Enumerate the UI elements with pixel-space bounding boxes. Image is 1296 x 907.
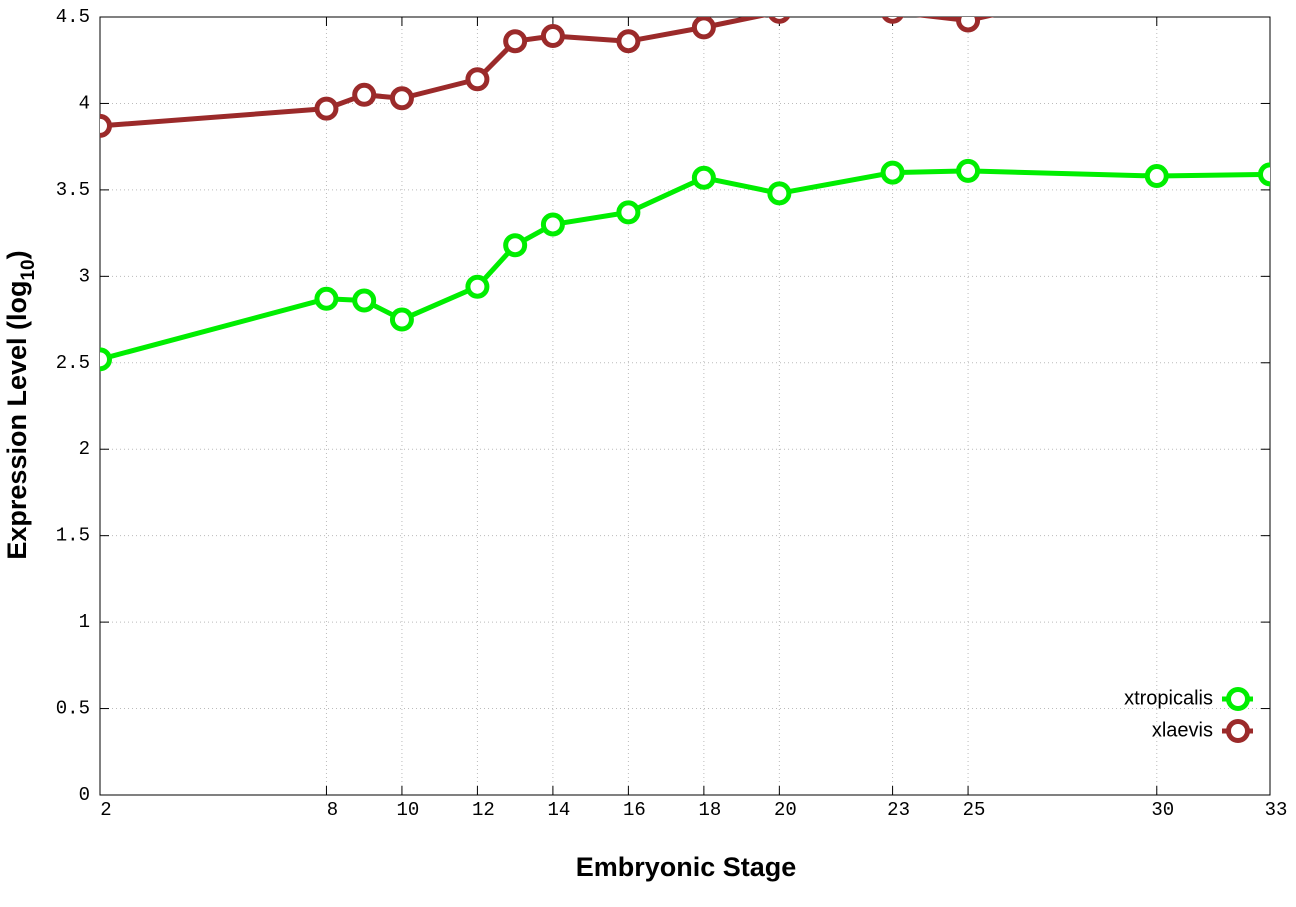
point <box>389 307 414 332</box>
x-tick-label: 16 <box>623 799 646 821</box>
point <box>352 288 377 313</box>
series-line <box>100 168 1270 362</box>
point <box>691 165 716 190</box>
point <box>503 233 528 258</box>
point <box>314 286 339 311</box>
x-tick-label: 33 <box>1265 799 1288 821</box>
point <box>540 212 565 237</box>
point <box>768 17 791 24</box>
y-tick-label: 4.5 <box>56 6 90 28</box>
legend-label: xlaevis <box>1152 719 1213 741</box>
y-tick-label: 1 <box>79 611 90 633</box>
point <box>100 113 112 138</box>
x-tick-label: 8 <box>327 799 338 821</box>
legend-swatch-marker <box>1226 687 1250 711</box>
point <box>1258 162 1270 187</box>
point <box>465 274 490 299</box>
point <box>881 17 904 24</box>
point <box>691 17 716 40</box>
y-axis-label-text: Expression Level (log <box>2 281 32 560</box>
point <box>767 181 792 206</box>
y-tick-label: 4 <box>79 92 90 114</box>
x-tick-label: 12 <box>472 799 495 821</box>
point <box>100 347 112 372</box>
y-axis-label: Expression Level (log10) <box>2 250 39 559</box>
x-axis-label: Embryonic Stage <box>576 852 797 882</box>
point <box>352 82 377 107</box>
point <box>956 158 981 183</box>
x-tick-label: 30 <box>1151 799 1174 821</box>
y-axis-label-sub: 10 <box>18 259 39 280</box>
y-axis-label-end: ) <box>2 250 32 259</box>
point <box>389 86 414 111</box>
legend-swatch-marker <box>1226 719 1250 743</box>
y-tick-label: 3.5 <box>56 179 90 201</box>
point <box>1144 164 1169 189</box>
series-line <box>100 17 995 129</box>
y-tick-label: 0.5 <box>56 698 90 720</box>
legend-label: xtropicalis <box>1124 687 1213 709</box>
point <box>314 96 339 121</box>
point <box>503 29 528 54</box>
point <box>616 29 641 54</box>
x-tick-label: 2 <box>100 799 111 821</box>
point <box>956 17 981 33</box>
x-tick-label: 14 <box>547 799 570 821</box>
point <box>880 160 905 185</box>
y-tick-label: 2.5 <box>56 352 90 374</box>
point <box>616 200 641 225</box>
y-tick-label: 2 <box>79 438 90 460</box>
point <box>540 24 565 49</box>
y-tick-label: 0 <box>79 784 90 806</box>
x-tick-label: 20 <box>774 799 797 821</box>
point <box>465 67 490 92</box>
y-tick-label: 1.5 <box>56 525 90 547</box>
x-tick-label: 23 <box>887 799 910 821</box>
y-tick-label: 3 <box>79 265 90 287</box>
x-tick-label: 18 <box>698 799 721 821</box>
plot-frame <box>99 16 1271 796</box>
x-tick-label: 25 <box>963 799 986 821</box>
plot-area <box>100 17 1270 372</box>
x-tick-label: 10 <box>397 799 420 821</box>
